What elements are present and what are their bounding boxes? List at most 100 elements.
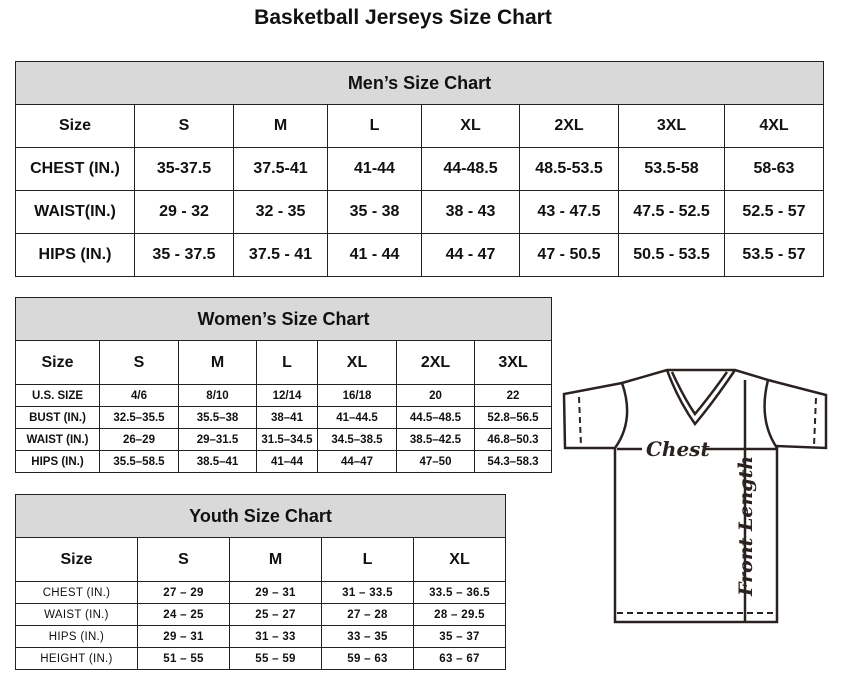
table-row: HIPS (IN.) 35 - 37.5 37.5 - 41 41 - 44 44 - … [15,233,824,277]
table-cell: 4XL [724,104,824,148]
table-cell: 31 – 33.5 [321,581,414,604]
table-cell: 38.5–41 [178,450,257,473]
table-cell: 22 [473,384,553,407]
table-cell: 32.5–35.5 [99,406,179,429]
table-cell: 44-48.5 [421,147,520,191]
table-cell: 29 - 32 [134,190,234,234]
womens-size-table: Women’s Size Chart Size S M L XL 2XL 3XL U.S. … [14,297,553,473]
table-cell: 38–41 [256,406,318,429]
table-row: WAIST(IN.) 29 - 32 32 - 35 35 - 38 38 - 43 43… [15,190,824,234]
table-cell: S [99,340,179,385]
row-label: WAIST (IN.) [15,603,138,626]
jersey-diagram: Chest Front Length [562,368,828,624]
table-cell: 24 – 25 [137,603,230,626]
table-cell: 34.5–38.5 [317,428,397,451]
table-cell: 27 – 28 [321,603,414,626]
table-cell: 29 – 31 [229,581,322,604]
table-row: WAIST (IN.) 26–29 29–31.5 31.5–34.5 34.5–38.… [15,428,553,451]
table-cell: 59 – 63 [321,647,414,670]
table-cell: 63 – 67 [412,647,507,670]
table-cell: 43 - 47.5 [519,190,619,234]
table-cell: L [256,340,318,385]
row-label: U.S. SIZE [15,384,100,407]
table-row: CHEST (IN.) 35-37.5 37.5-41 41-44 44-48.5 48.… [15,147,824,191]
table-cell: 31 – 33 [229,625,322,648]
table-cell: 41–44.5 [317,406,397,429]
table-cell: 25 – 27 [229,603,322,626]
row-label: Size [15,340,100,385]
table-cell: 58-63 [724,147,824,191]
table-cell: L [321,537,414,582]
row-label: WAIST (IN.) [15,428,100,451]
table-cell: M [178,340,257,385]
table-title: Men’s Size Chart [15,61,824,105]
table-cell: 32 - 35 [233,190,328,234]
table-cell: 52.8–56.5 [473,406,553,429]
table-cell: 3XL [473,340,553,385]
table-cell: 35.5–58.5 [99,450,179,473]
table-cell: 47–50 [396,450,475,473]
table-cell: 2XL [519,104,619,148]
table-cell: 41 - 44 [327,233,422,277]
table-cell: 54.3–58.3 [473,450,553,473]
row-label: HIPS (IN.) [15,233,135,277]
header-row: Size S M L XL 2XL 3XL 4XL [15,104,824,148]
table-cell: S [134,104,234,148]
table-cell: 35 - 37.5 [134,233,234,277]
table-cell: 47 - 50.5 [519,233,619,277]
table-cell: 26–29 [99,428,179,451]
table-cell: 16/18 [317,384,397,407]
table-cell: S [137,537,230,582]
table-cell: 47.5 - 52.5 [618,190,725,234]
table-cell: 3XL [618,104,725,148]
table-cell: 35 - 38 [327,190,422,234]
table-cell: 12/14 [256,384,318,407]
table-title: Youth Size Chart [14,494,507,538]
table-row: CHEST (IN.) 27 – 29 29 – 31 31 – 33.5 33.5 –… [15,581,507,604]
table-row: HIPS (IN.) 29 – 31 31 – 33 33 – 35 35 – 37 [15,625,507,648]
table-cell: 44.5–48.5 [396,406,475,429]
page-title: Basketball Jerseys Size Chart [254,6,552,29]
table-cell: 44 - 47 [421,233,520,277]
table-cell: 29–31.5 [178,428,257,451]
table-cell: XL [412,537,507,582]
table-cell: 53.5-58 [618,147,725,191]
row-label: HIPS (IN.) [15,625,138,648]
front-length-label: Front Length [735,456,757,597]
table-cell: 20 [396,384,475,407]
table-cell: 35 – 37 [412,625,507,648]
table-cell: 2XL [396,340,475,385]
table-cell: 37.5-41 [233,147,328,191]
table-cell: M [233,104,328,148]
youth-size-table: Youth Size Chart Size S M L XL CHEST (IN.) 27… [14,494,507,670]
row-label: HEIGHT (IN.) [15,647,138,670]
row-label: CHEST (IN.) [15,581,138,604]
chest-label: Chest [646,437,710,461]
table-row: WAIST (IN.) 24 – 25 25 – 27 27 – 28 28 – 29.… [15,603,507,626]
table-row: HIPS (IN.) 35.5–58.5 38.5–41 41–44 44–47 47–5… [15,450,553,473]
table-cell: 35.5–38 [178,406,257,429]
header-row: Size S M L XL [15,537,507,582]
table-title: Women’s Size Chart [14,297,553,341]
row-label: Size [15,537,138,582]
table-cell: XL [317,340,397,385]
table-cell: 33 – 35 [321,625,414,648]
table-cell: 55 – 59 [229,647,322,670]
row-label: HIPS (IN.) [15,450,100,473]
table-cell: 51 – 55 [137,647,230,670]
row-label: BUST (IN.) [15,406,100,429]
table-cell: 28 – 29.5 [412,603,507,626]
table-row: BUST (IN.) 32.5–35.5 35.5–38 38–41 41–44.5 44… [15,406,553,429]
table-cell: L [327,104,422,148]
table-cell: 27 – 29 [137,581,230,604]
table-cell: 41-44 [327,147,422,191]
table-cell: 33.5 – 36.5 [412,581,507,604]
row-label: CHEST (IN.) [15,147,135,191]
table-cell: 53.5 - 57 [724,233,824,277]
table-cell: 4/6 [99,384,179,407]
table-cell: 29 – 31 [137,625,230,648]
jersey-outline [562,368,828,624]
table-cell: 46.8–50.3 [473,428,553,451]
table-cell: 8/10 [178,384,257,407]
table-cell: 35-37.5 [134,147,234,191]
